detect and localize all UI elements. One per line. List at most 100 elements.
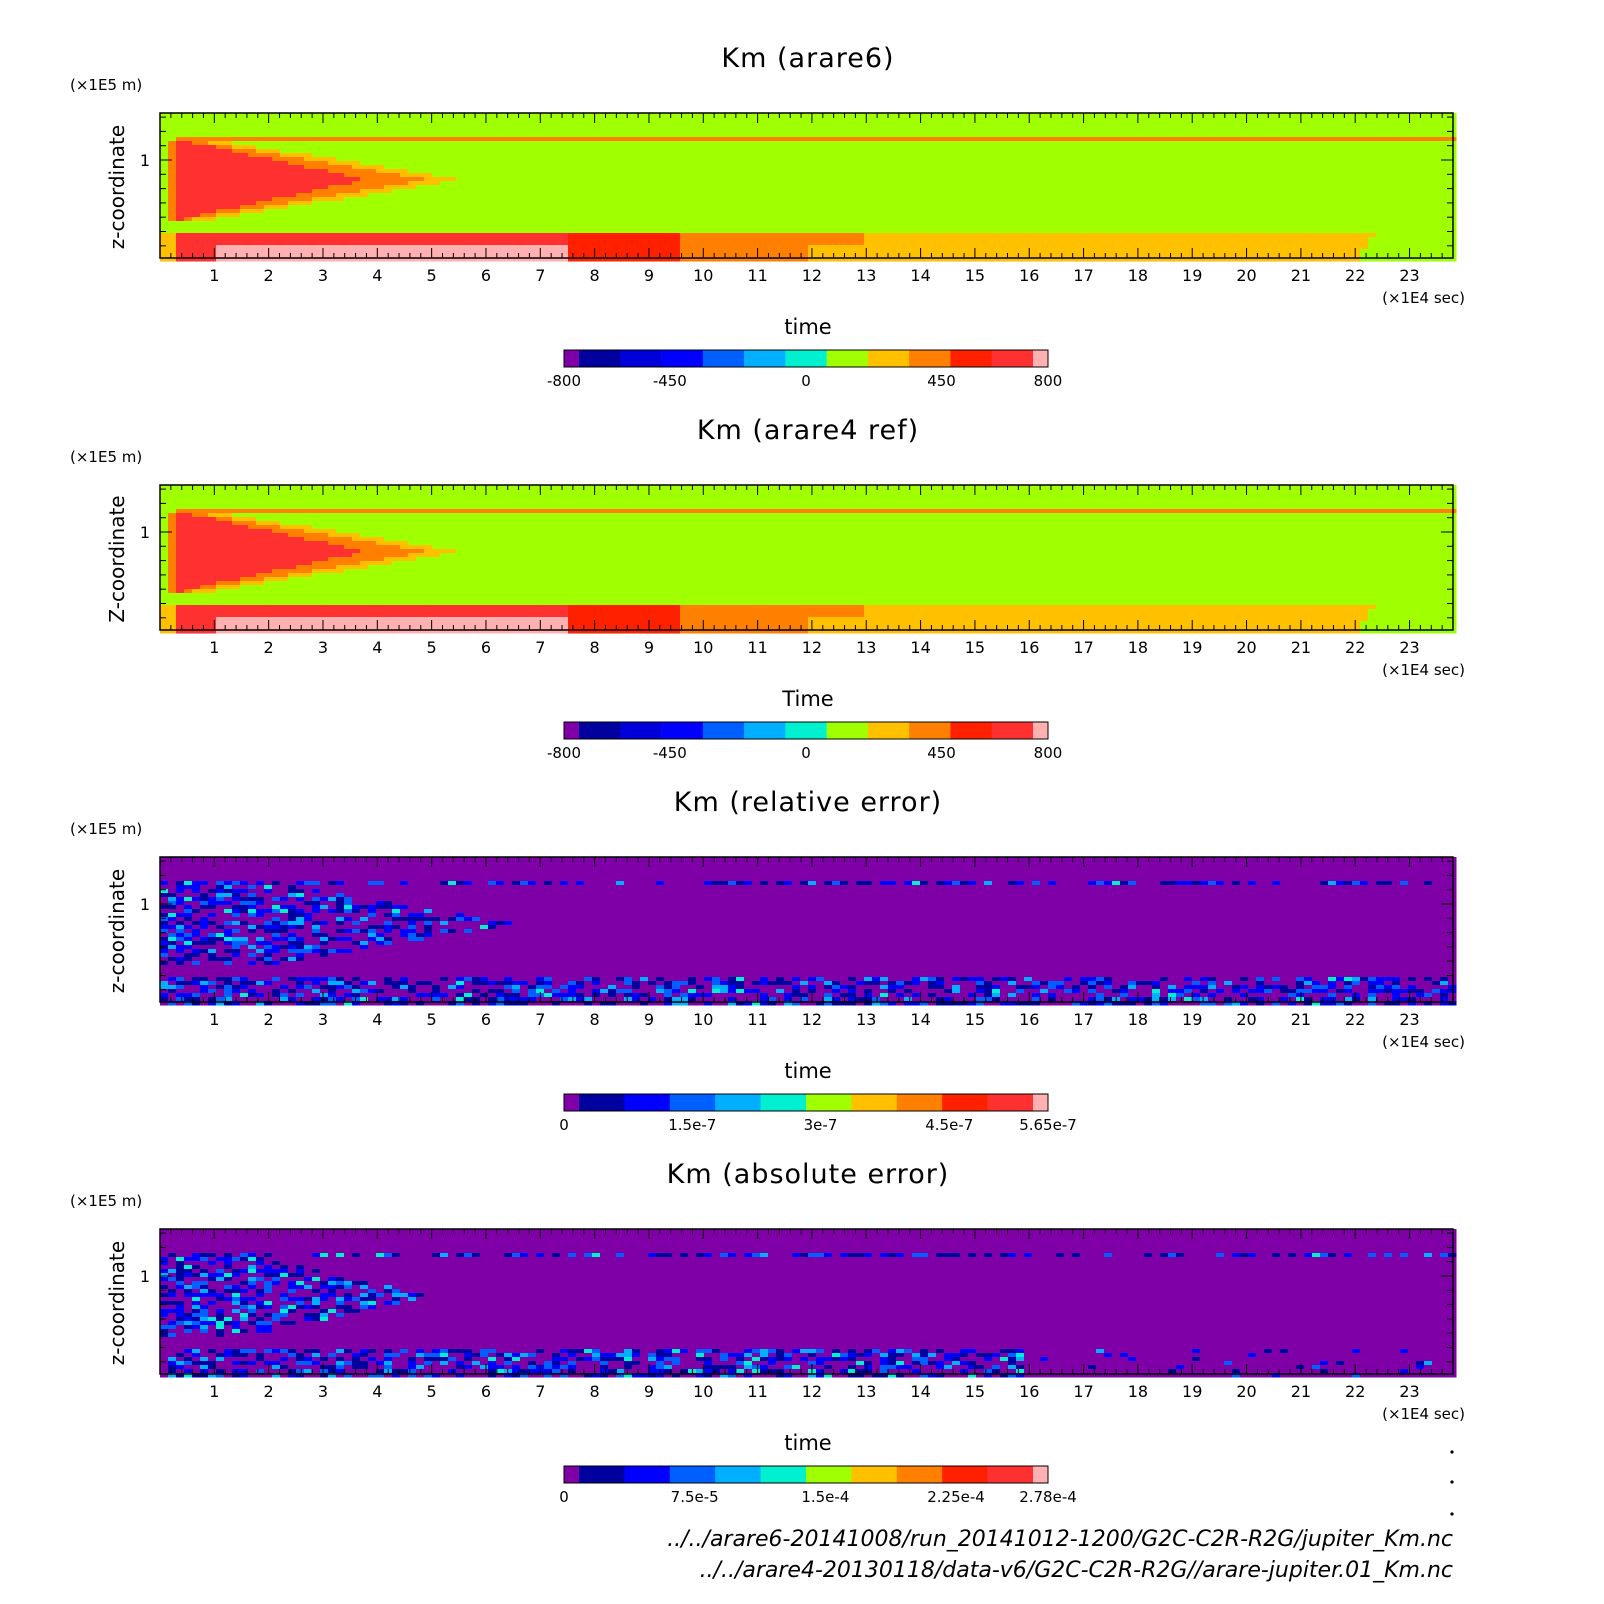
panel-3-x-tick-labels: 1 2 3 4 5 6 7 8 9 10 11 12 13 14 15 16 17 18 19 20 21 22 23 bbox=[209, 1010, 1419, 1029]
x-tick-label: 19 bbox=[1182, 638, 1202, 657]
field-cell bbox=[192, 925, 201, 930]
field-cell bbox=[160, 549, 169, 554]
field-cell bbox=[440, 917, 449, 922]
field-cell bbox=[160, 1229, 1457, 1234]
field-cell bbox=[704, 1365, 737, 1370]
field-cell bbox=[480, 1361, 489, 1366]
field-cell bbox=[176, 253, 217, 258]
field-cell bbox=[1368, 237, 1457, 242]
field-cell bbox=[648, 1365, 657, 1370]
field-cell bbox=[760, 1369, 785, 1374]
field-cell bbox=[288, 949, 313, 954]
field-cell bbox=[160, 217, 169, 222]
field-cell bbox=[296, 977, 329, 982]
field-cell bbox=[424, 913, 457, 918]
field-cell bbox=[176, 1273, 185, 1278]
field-cell bbox=[720, 1373, 729, 1378]
field-cell bbox=[552, 981, 569, 986]
field-cell bbox=[864, 989, 873, 994]
field-cell bbox=[176, 153, 249, 158]
field-cell bbox=[200, 1365, 209, 1370]
field-cell bbox=[624, 1373, 633, 1378]
field-cell bbox=[232, 909, 241, 914]
field-cell bbox=[1296, 981, 1305, 986]
field-cell bbox=[720, 1353, 729, 1358]
field-cell bbox=[472, 1361, 481, 1366]
field-cell bbox=[704, 1369, 713, 1374]
field-cell bbox=[296, 925, 305, 930]
field-cell bbox=[728, 997, 737, 1002]
field-cell bbox=[696, 997, 729, 1002]
field-cell bbox=[216, 1325, 225, 1330]
field-cell bbox=[160, 1265, 177, 1270]
field-cell bbox=[688, 1253, 697, 1258]
field-cell bbox=[328, 941, 353, 946]
field-cell bbox=[936, 1349, 945, 1354]
field-cell bbox=[256, 1277, 265, 1282]
field-cell bbox=[1376, 1253, 1385, 1258]
field-cell bbox=[1176, 997, 1185, 1002]
field-cell bbox=[232, 1277, 249, 1282]
field-cell bbox=[384, 901, 393, 906]
field-cell bbox=[352, 1361, 369, 1366]
field-cell bbox=[1056, 985, 1065, 990]
field-cell bbox=[312, 913, 369, 918]
field-cell bbox=[248, 1265, 257, 1270]
field-cell bbox=[248, 885, 257, 890]
field-cell bbox=[280, 1317, 305, 1322]
field-cell bbox=[240, 1361, 249, 1366]
field-cell bbox=[1016, 1373, 1025, 1378]
field-cell bbox=[160, 1233, 1457, 1238]
field-cell bbox=[1416, 1361, 1425, 1366]
field-cell bbox=[336, 997, 345, 1002]
field-cell bbox=[352, 921, 361, 926]
field-cell bbox=[240, 977, 249, 982]
field-cell bbox=[256, 1317, 265, 1322]
field-cell bbox=[512, 981, 529, 986]
field-cell bbox=[176, 181, 353, 186]
field-cell bbox=[496, 925, 1457, 930]
field-cell bbox=[168, 993, 177, 998]
field-cell bbox=[200, 981, 209, 986]
field-cell bbox=[608, 993, 617, 998]
field-cell bbox=[248, 1329, 257, 1334]
field-cell bbox=[992, 993, 1001, 998]
field-cell bbox=[312, 909, 321, 914]
field-cell bbox=[1256, 997, 1265, 1002]
field-cell bbox=[296, 1361, 313, 1366]
field-cell bbox=[928, 981, 937, 986]
field-cell bbox=[976, 993, 985, 998]
field-cell bbox=[208, 933, 217, 938]
field-cell bbox=[232, 989, 241, 994]
field-cell bbox=[216, 997, 225, 1002]
x-tick-label: 18 bbox=[1128, 1010, 1148, 1029]
field-cell bbox=[160, 609, 177, 614]
field-cell bbox=[168, 545, 177, 550]
field-cell bbox=[808, 881, 817, 886]
field-cell bbox=[160, 989, 169, 994]
field-cell bbox=[216, 581, 241, 586]
field-cell bbox=[336, 977, 345, 982]
field-cell bbox=[176, 889, 185, 894]
field-cell bbox=[160, 545, 169, 550]
field-cell bbox=[784, 1365, 793, 1370]
field-cell bbox=[232, 901, 241, 906]
field-cell bbox=[992, 881, 1009, 886]
field-cell bbox=[344, 1001, 353, 1006]
field-cell bbox=[256, 929, 265, 934]
field-cell bbox=[976, 985, 993, 990]
x-tick-label: 23 bbox=[1399, 638, 1419, 657]
field-cell bbox=[248, 1301, 257, 1306]
field-cell bbox=[880, 993, 889, 998]
field-cell bbox=[552, 1357, 569, 1362]
field-cell bbox=[168, 1289, 177, 1294]
field-cell bbox=[216, 617, 569, 622]
field-cell bbox=[176, 937, 185, 942]
field-cell bbox=[1016, 1361, 1225, 1366]
field-cell bbox=[600, 1253, 617, 1258]
field-cell bbox=[1296, 993, 1305, 998]
field-cell bbox=[184, 1353, 193, 1358]
field-cell bbox=[584, 1373, 593, 1378]
field-cell bbox=[280, 897, 289, 902]
field-cell bbox=[160, 1357, 169, 1362]
